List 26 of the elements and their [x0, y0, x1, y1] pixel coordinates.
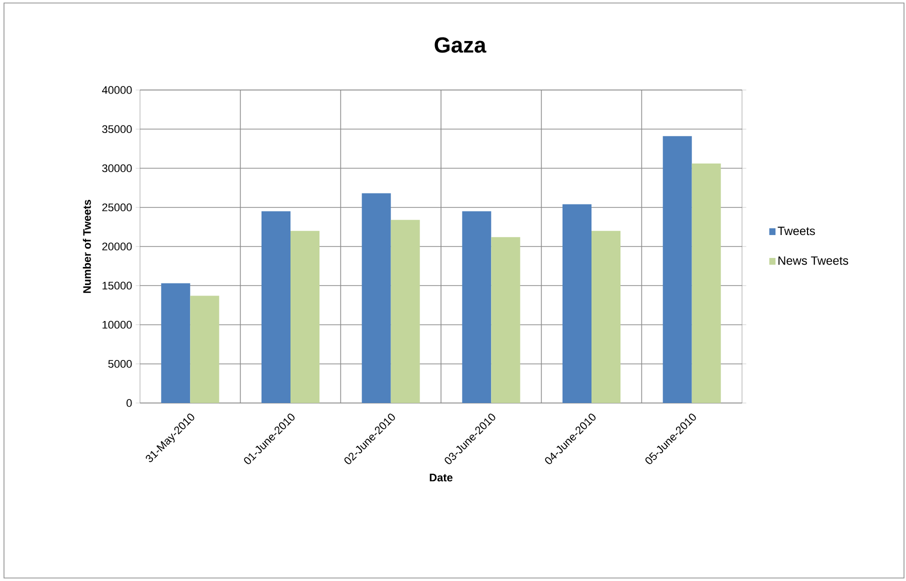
y-tick-label: 0 — [126, 399, 132, 407]
legend-label: Tweets — [778, 226, 815, 236]
y-tick-label: 35000 — [102, 125, 132, 133]
y-tick-label: 15000 — [102, 282, 132, 290]
y-tick-label: 25000 — [102, 204, 132, 212]
bar — [290, 230, 320, 403]
bar — [190, 296, 220, 403]
bar — [562, 204, 592, 403]
bar — [390, 220, 420, 403]
bar — [662, 136, 692, 403]
bar — [362, 193, 391, 403]
y-axis-title: Number of Tweets — [82, 200, 91, 293]
chart-title: Gaza — [434, 37, 486, 53]
y-tick-label: 10000 — [102, 320, 132, 329]
y-tick-label: 5000 — [108, 360, 132, 368]
bar — [262, 211, 291, 403]
bar — [692, 164, 721, 403]
x-axis-title: Date — [430, 474, 452, 482]
y-tick-label: 20000 — [102, 242, 132, 250]
y-tick-label: 30000 — [102, 164, 132, 172]
legend-label: News Tweets — [778, 256, 848, 265]
bar — [161, 283, 190, 403]
bar — [491, 237, 520, 403]
y-tick-label: 40000 — [102, 86, 132, 94]
bar — [592, 230, 621, 403]
bar — [462, 211, 492, 403]
